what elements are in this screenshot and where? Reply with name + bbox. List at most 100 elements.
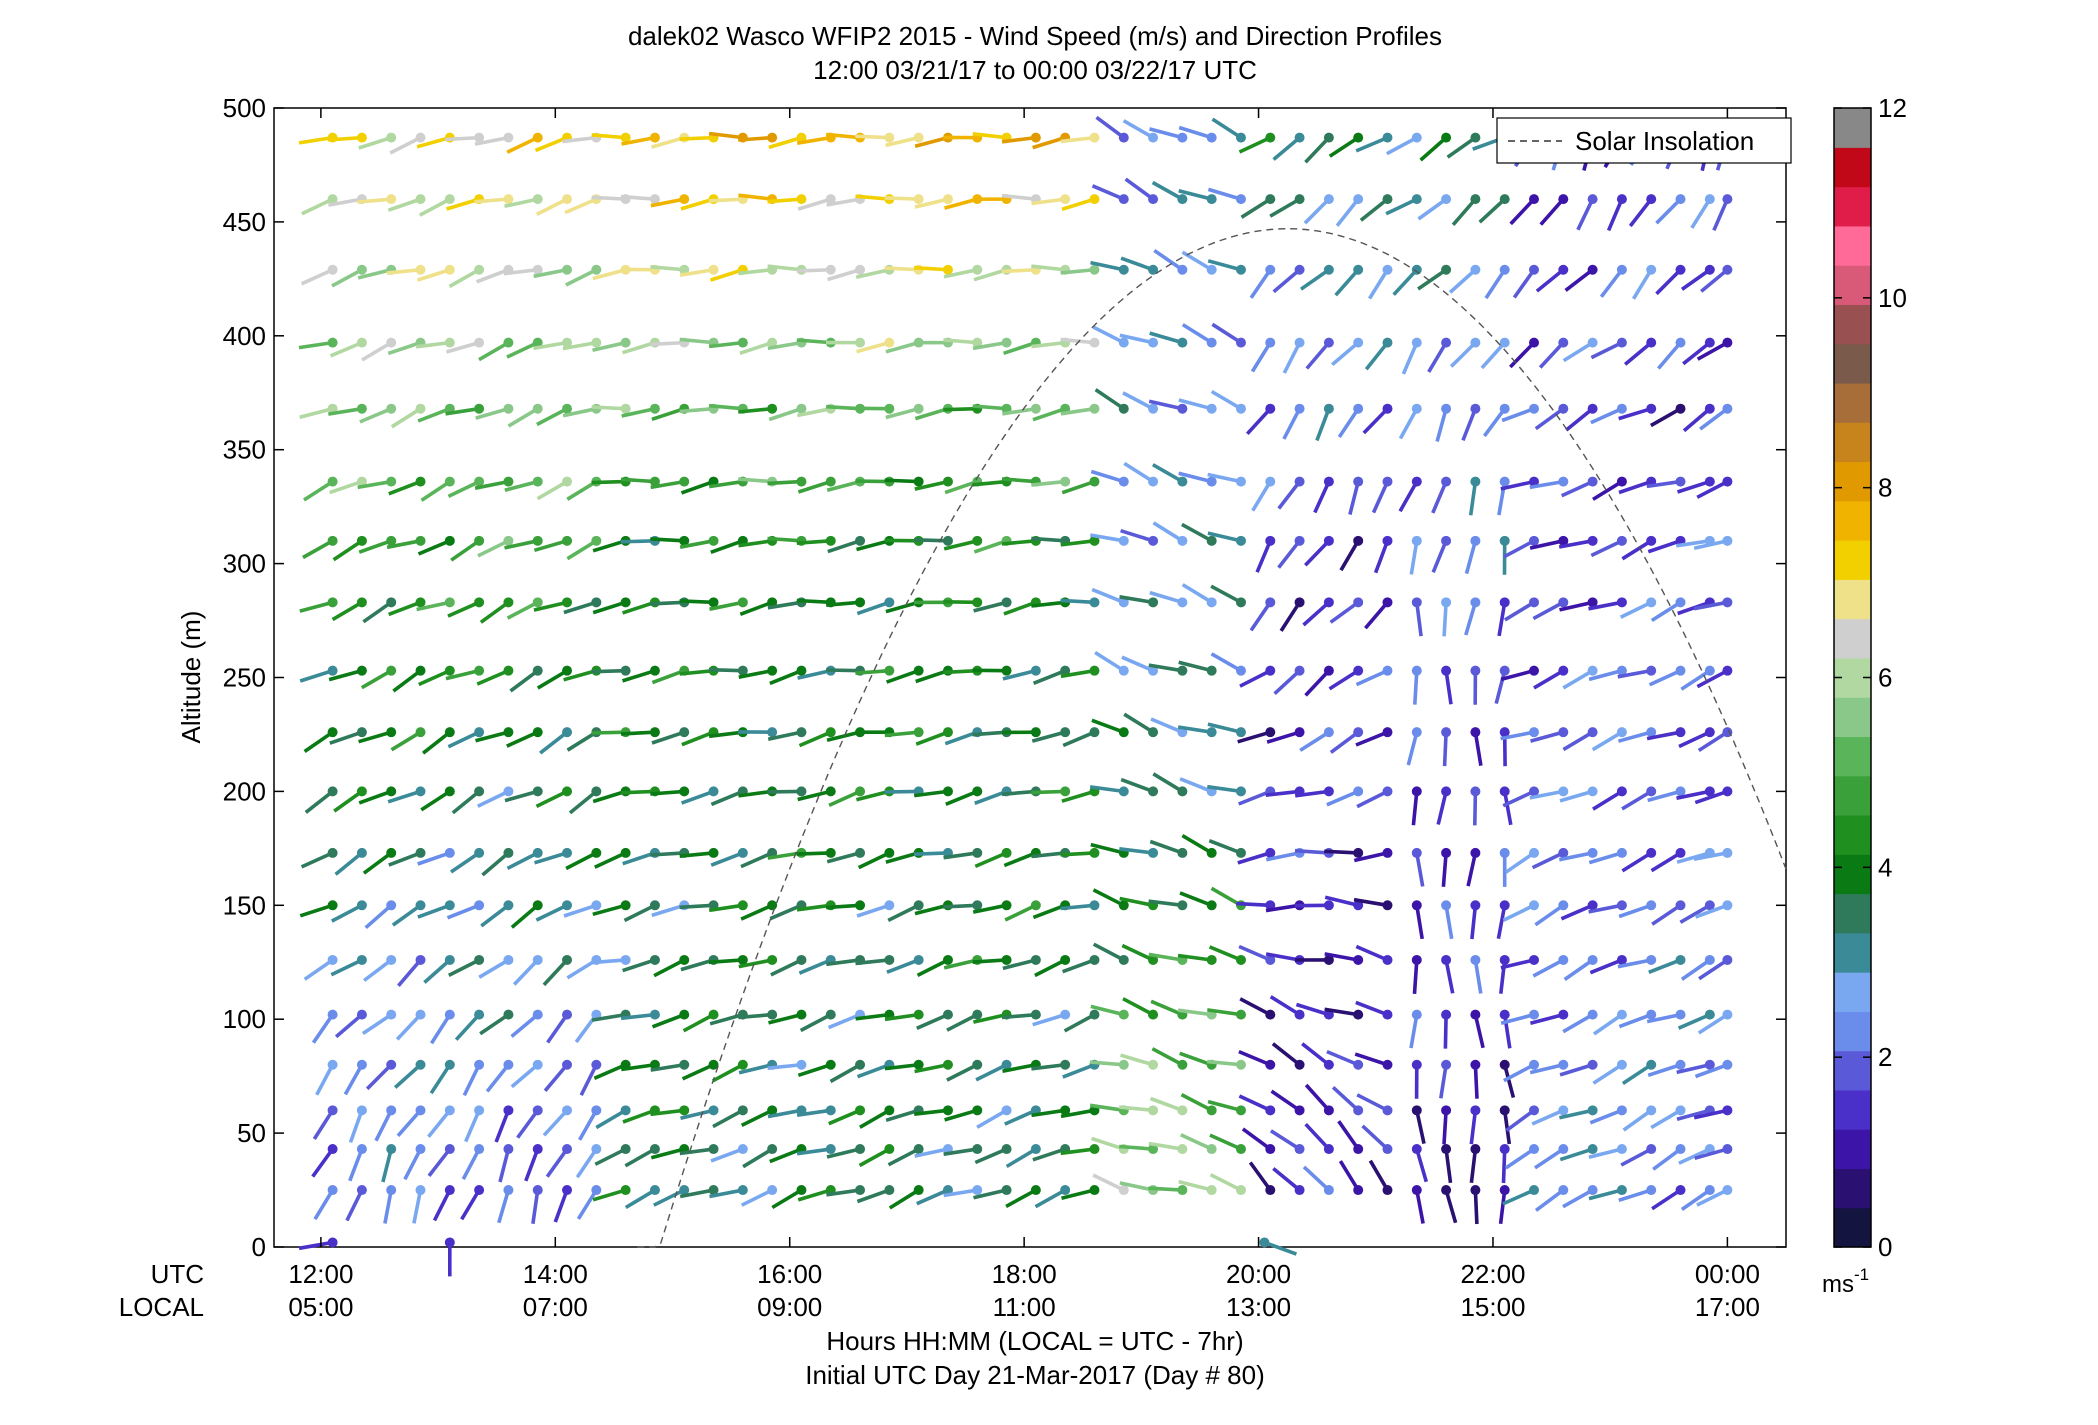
wind-barb-point (1177, 535, 1188, 546)
wind-barb-staff (709, 1188, 744, 1199)
wind-barb-staff (972, 903, 1007, 914)
wind-barb-point (386, 476, 397, 487)
wind-barb-point (708, 535, 719, 546)
wind-barb-point (1499, 954, 1510, 965)
wind-barb-point (1646, 954, 1657, 965)
wind-barb-point (1001, 1185, 1012, 1196)
wind-barb-point (1499, 1105, 1510, 1116)
wind-barb-point (1353, 900, 1364, 911)
wind-barb-staff (1005, 1147, 1037, 1169)
wind-barb-staff (429, 1063, 452, 1095)
wind-barb-staff (1120, 777, 1154, 794)
wind-barb-staff (1592, 1013, 1623, 1036)
wind-barb-staff (1444, 670, 1453, 705)
wind-barb-point (1722, 1059, 1733, 1070)
wind-barb-staff (710, 851, 744, 867)
wind-barb-staff (740, 1108, 773, 1128)
wind-barb-point (855, 535, 866, 546)
wind-barb-staff (1621, 851, 1653, 873)
wind-barb-point (1616, 337, 1627, 348)
wind-barb-point (356, 1009, 367, 1020)
wind-barb-point (1441, 535, 1452, 546)
wind-barb-staff (506, 600, 539, 620)
wind-barb-staff (542, 958, 569, 987)
wind-barb-staff (1302, 1165, 1331, 1192)
wind-barb-point (1411, 194, 1422, 205)
wind-barb-point (1646, 1059, 1657, 1070)
wind-barb-point (708, 786, 719, 797)
wind-barb-staff (913, 265, 949, 272)
wind-barb-staff (1207, 1008, 1242, 1017)
wind-barb-staff (1153, 249, 1184, 272)
wind-barb-point (1089, 847, 1100, 858)
wind-barb-staff (975, 1063, 1008, 1082)
wind-barb-point (1265, 727, 1276, 738)
wind-barb-point (444, 476, 455, 487)
wind-barb-point (825, 476, 836, 487)
wind-barb-staff (1091, 718, 1125, 734)
wind-barb-staff (1512, 268, 1536, 299)
wind-barb-point (356, 1059, 367, 1070)
wind-barb-staff (1464, 540, 1478, 575)
wind-barb-staff (566, 730, 598, 752)
wind-barb-point (1704, 954, 1715, 965)
wind-barb-staff (1529, 1012, 1564, 1026)
wind-barb-staff (972, 340, 1007, 351)
wind-barb-point (1089, 337, 1100, 348)
colorbar-segment (1834, 1089, 1871, 1130)
wind-barb-staff (303, 480, 334, 502)
wind-barb-point (1060, 954, 1071, 965)
y-tick-label: 500 (223, 93, 266, 123)
wind-barb-staff (417, 539, 451, 556)
wind-barb-staff (1534, 1188, 1565, 1212)
wind-barb-staff (1473, 1064, 1479, 1099)
wind-barb-point (356, 786, 367, 797)
wind-barb-point (1587, 727, 1598, 738)
wind-barb-point (474, 535, 485, 546)
wind-barb-staff (1210, 389, 1242, 411)
wind-barb-staff (796, 851, 831, 856)
wind-barb-staff (1338, 1160, 1360, 1191)
wind-barb-staff (1180, 1093, 1213, 1112)
colorbar-segment (1834, 697, 1871, 738)
wind-barb-staff (1496, 904, 1507, 940)
wind-barb-staff (1442, 732, 1448, 767)
wind-barb-point (503, 786, 514, 797)
wind-barb-point (591, 337, 602, 348)
wind-barb-staff (767, 1108, 802, 1119)
wind-barb-staff (388, 600, 422, 617)
wind-barb-staff (914, 406, 949, 421)
wind-barb-point (767, 1009, 778, 1020)
wind-barb-staff (1181, 834, 1213, 855)
wind-barb-staff (1647, 1063, 1682, 1078)
wind-barb-staff (1469, 1110, 1478, 1145)
wind-barb-staff (333, 789, 363, 813)
wind-barb-point (1411, 1185, 1422, 1196)
wind-barb-staff (374, 1109, 393, 1142)
wind-barb-staff (1373, 540, 1390, 574)
wind-barb-staff (1062, 730, 1096, 748)
wind-barb-staff (769, 903, 803, 921)
wind-barb-staff (1119, 1181, 1154, 1192)
wind-barb-point (1148, 194, 1159, 205)
wind-barb-point (1265, 1059, 1276, 1070)
solar-insolation-curve (637, 227, 1787, 1248)
wind-barb-staff (914, 1062, 949, 1074)
wind-barb-staff (1538, 341, 1565, 369)
wind-barb-staff (416, 135, 451, 149)
wind-barb-staff (1560, 903, 1594, 921)
wind-barb-staff (1364, 341, 1389, 371)
wind-barb-point (825, 535, 836, 546)
wind-barb-point (855, 900, 866, 911)
wind-barb-point (767, 337, 778, 348)
wind-barb-point (1411, 132, 1422, 143)
wind-barb-staff (595, 1108, 627, 1130)
wind-barb-staff (943, 267, 978, 279)
wind-barb-point (1646, 900, 1657, 911)
wind-barb-staff (1354, 1052, 1389, 1067)
wind-barb-staff (1697, 730, 1729, 753)
wind-barb-point (972, 900, 983, 911)
wind-barb-staff (826, 132, 861, 140)
wind-barb-staff (1693, 1108, 1728, 1120)
wind-barb-staff (1361, 1124, 1389, 1151)
